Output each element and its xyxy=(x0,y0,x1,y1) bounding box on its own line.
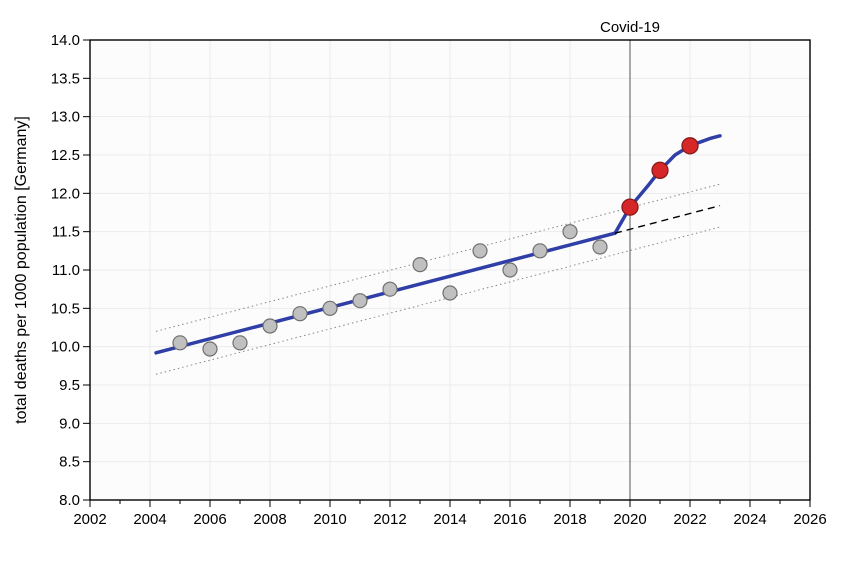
data-point-pre xyxy=(413,258,427,272)
x-tick-label: 2018 xyxy=(553,511,586,528)
x-tick-label: 2010 xyxy=(313,511,346,528)
data-point-pre xyxy=(353,294,367,308)
x-tick-label: 2004 xyxy=(133,511,166,528)
data-point-pre xyxy=(593,240,607,254)
data-point-pre xyxy=(263,319,277,333)
y-tick-label: 12.0 xyxy=(51,185,80,202)
y-tick-label: 10.0 xyxy=(51,339,80,356)
data-point-post xyxy=(682,138,698,154)
y-tick-label: 13.0 xyxy=(51,109,80,126)
data-point-pre xyxy=(383,282,397,296)
data-point-pre xyxy=(473,244,487,258)
y-tick-label: 9.0 xyxy=(59,415,80,432)
data-point-pre xyxy=(323,301,337,315)
data-point-post xyxy=(652,162,668,178)
x-tick-label: 2016 xyxy=(493,511,526,528)
x-tick-label: 2012 xyxy=(373,511,406,528)
x-tick-label: 2014 xyxy=(433,511,466,528)
data-point-pre xyxy=(203,342,217,356)
data-point-pre xyxy=(533,244,547,258)
x-tick-label: 2026 xyxy=(793,511,826,528)
y-tick-label: 14.0 xyxy=(51,32,80,49)
data-point-pre xyxy=(233,336,247,350)
x-tick-label: 2002 xyxy=(73,511,106,528)
y-tick-label: 12.5 xyxy=(51,147,80,164)
chart-container: 2002 2004 2006 2008 2010 2012 2014 2016 2018 2020… xyxy=(0,0,850,574)
x-tick-label: 2024 xyxy=(733,511,766,528)
x-tick-label: 2022 xyxy=(673,511,706,528)
y-tick-label: 11.5 xyxy=(52,224,80,241)
x-tick-label: 2020 xyxy=(613,511,646,528)
y-tick-label: 10.5 xyxy=(51,300,80,317)
y-axis-label: total deaths per 1000 population [German… xyxy=(13,116,30,424)
data-point-pre xyxy=(443,286,457,300)
x-tick-label: 2008 xyxy=(253,511,286,528)
data-point-pre xyxy=(503,263,517,277)
y-tick-label: 8.5 xyxy=(59,454,80,471)
y-tick-label: 9.5 xyxy=(59,377,80,394)
chart-svg: 2002 2004 2006 2008 2010 2012 2014 2016 2018 2020… xyxy=(0,0,850,574)
y-tick-label: 8.0 xyxy=(59,492,80,509)
covid-label: Covid-19 xyxy=(600,19,660,36)
y-tick-label: 13.5 xyxy=(51,70,80,87)
data-point-post xyxy=(622,199,638,215)
y-tick-label: 11.0 xyxy=(52,262,80,279)
data-point-pre xyxy=(563,225,577,239)
x-tick-label: 2006 xyxy=(193,511,226,528)
data-point-pre xyxy=(173,336,187,350)
data-point-pre xyxy=(293,307,307,321)
